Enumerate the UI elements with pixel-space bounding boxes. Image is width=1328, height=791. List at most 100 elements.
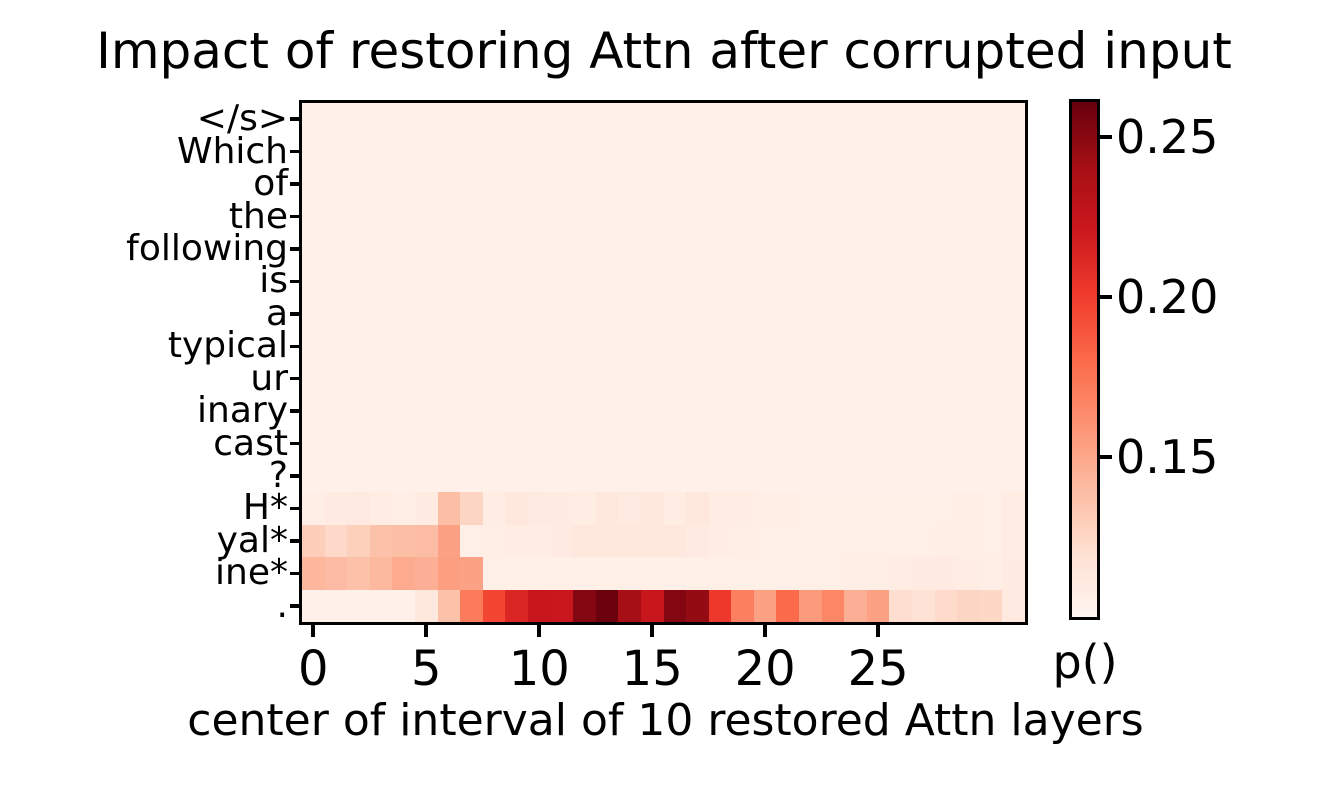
heatmap-cell xyxy=(889,492,913,526)
heatmap-cell xyxy=(731,135,755,169)
heatmap-cell xyxy=(550,459,574,493)
heatmap-cell xyxy=(460,167,484,201)
heatmap-cell xyxy=(618,200,642,234)
heatmap-cell xyxy=(505,103,529,136)
y-tick-label: ur xyxy=(250,357,288,399)
heatmap-cell xyxy=(302,200,326,234)
heatmap-cell xyxy=(844,232,868,266)
heatmap-cell xyxy=(957,492,981,526)
heatmap-cell xyxy=(618,265,642,299)
heatmap-cell xyxy=(369,589,393,623)
y-axis-tick xyxy=(290,506,302,511)
heatmap-cell xyxy=(776,492,800,526)
heatmap-cell xyxy=(414,200,439,234)
heatmap-cell xyxy=(302,297,326,331)
heatmap-cell xyxy=(799,167,823,201)
heatmap-cell xyxy=(550,232,574,266)
heatmap-cell xyxy=(414,362,439,396)
heatmap-cell xyxy=(866,103,890,136)
heatmap-cell xyxy=(708,330,732,363)
heatmap-cell xyxy=(550,103,574,136)
heatmap-cell xyxy=(369,427,393,461)
heatmap-cell xyxy=(392,427,416,461)
heatmap-cell xyxy=(392,362,416,396)
heatmap-cell xyxy=(844,135,868,169)
heatmap-cell xyxy=(912,459,936,493)
heatmap-cell xyxy=(957,330,981,363)
heatmap-cell xyxy=(595,557,619,591)
heatmap-cell xyxy=(414,557,439,591)
heatmap-cell xyxy=(460,330,484,363)
heatmap-cell xyxy=(866,589,890,623)
heatmap-cell xyxy=(957,427,981,461)
heatmap-cell xyxy=(550,524,574,558)
heatmap-cell xyxy=(573,427,597,461)
y-axis-tick xyxy=(290,409,302,413)
heatmap-cell xyxy=(844,265,868,299)
heatmap-cell xyxy=(686,394,710,428)
heatmap-cell xyxy=(392,330,416,363)
heatmap-cell xyxy=(460,492,484,526)
heatmap-cell xyxy=(347,330,371,363)
heatmap-cell xyxy=(369,167,393,201)
heatmap-cell xyxy=(302,492,326,526)
heatmap-cell xyxy=(392,135,416,169)
heatmap-cell xyxy=(799,557,823,591)
heatmap-cell xyxy=(889,167,913,201)
heatmap-cell xyxy=(369,265,393,299)
heatmap-cell xyxy=(979,330,1003,363)
heatmap-cell xyxy=(618,103,642,136)
heatmap-cell xyxy=(324,297,348,331)
heatmap-cell xyxy=(799,330,823,363)
x-tick-label: 25 xyxy=(847,641,909,697)
heatmap-cell xyxy=(347,297,371,331)
heatmap-cell xyxy=(414,103,439,136)
heatmap-cell xyxy=(324,265,348,299)
heatmap-cell xyxy=(573,459,597,493)
heatmap-cell xyxy=(369,394,393,428)
heatmap-cell xyxy=(640,297,664,331)
heatmap-cell xyxy=(821,524,845,558)
heatmap-cell xyxy=(505,557,529,591)
heatmap-cell xyxy=(686,265,710,299)
heatmap-cell xyxy=(595,589,619,623)
heatmap-cell xyxy=(573,297,597,331)
y-axis-tick xyxy=(290,182,302,186)
heatmap-cell xyxy=(799,589,823,623)
heatmap-cell xyxy=(324,459,348,493)
heatmap-cell xyxy=(821,394,845,428)
heatmap-cell xyxy=(934,135,958,169)
heatmap-cell xyxy=(889,524,913,558)
heatmap-cell xyxy=(437,524,461,558)
heatmap-cell xyxy=(527,394,552,428)
heatmap-cell xyxy=(799,232,823,266)
heatmap-cell xyxy=(527,427,552,461)
heatmap-cell xyxy=(527,492,552,526)
colorbar-tick-label: 0.25 xyxy=(1116,110,1219,165)
heatmap-cell xyxy=(753,492,777,526)
heatmap-cell xyxy=(731,232,755,266)
heatmap-cell xyxy=(912,167,936,201)
heatmap-cell xyxy=(437,589,461,623)
heatmap-cell xyxy=(663,200,687,234)
axes-frame xyxy=(299,100,1028,625)
heatmap-cell xyxy=(573,492,597,526)
heatmap-cell xyxy=(776,232,800,266)
heatmap-cell xyxy=(550,200,574,234)
heatmap-cell xyxy=(640,265,664,299)
heatmap-cell xyxy=(866,200,890,234)
heatmap-cell xyxy=(550,167,574,201)
heatmap-cell xyxy=(550,330,574,363)
heatmap-cell xyxy=(708,200,732,234)
heatmap-cell xyxy=(573,200,597,234)
heatmap-cell xyxy=(957,135,981,169)
heatmap-cell xyxy=(979,524,1003,558)
heatmap-cell xyxy=(595,167,619,201)
heatmap-cell xyxy=(527,459,552,493)
heatmap-cell xyxy=(731,265,755,299)
heatmap-cell xyxy=(844,427,868,461)
heatmap-cell xyxy=(866,394,890,428)
heatmap-cell xyxy=(866,362,890,396)
heatmap-cell xyxy=(753,427,777,461)
